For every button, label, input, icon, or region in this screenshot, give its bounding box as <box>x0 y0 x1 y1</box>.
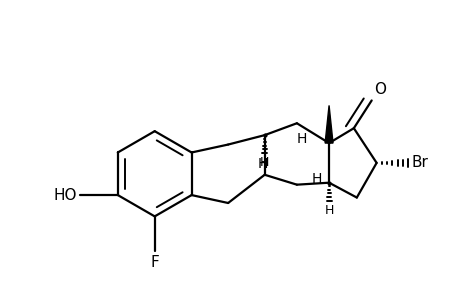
Text: Br: Br <box>410 155 427 170</box>
Text: HO: HO <box>54 188 77 202</box>
Text: H: H <box>296 132 306 146</box>
Text: H: H <box>311 172 321 186</box>
Text: O: O <box>373 82 385 97</box>
Text: F: F <box>150 255 159 270</box>
Text: H: H <box>259 156 269 169</box>
Text: H: H <box>257 157 267 171</box>
Text: H: H <box>324 203 333 217</box>
Polygon shape <box>325 105 332 143</box>
